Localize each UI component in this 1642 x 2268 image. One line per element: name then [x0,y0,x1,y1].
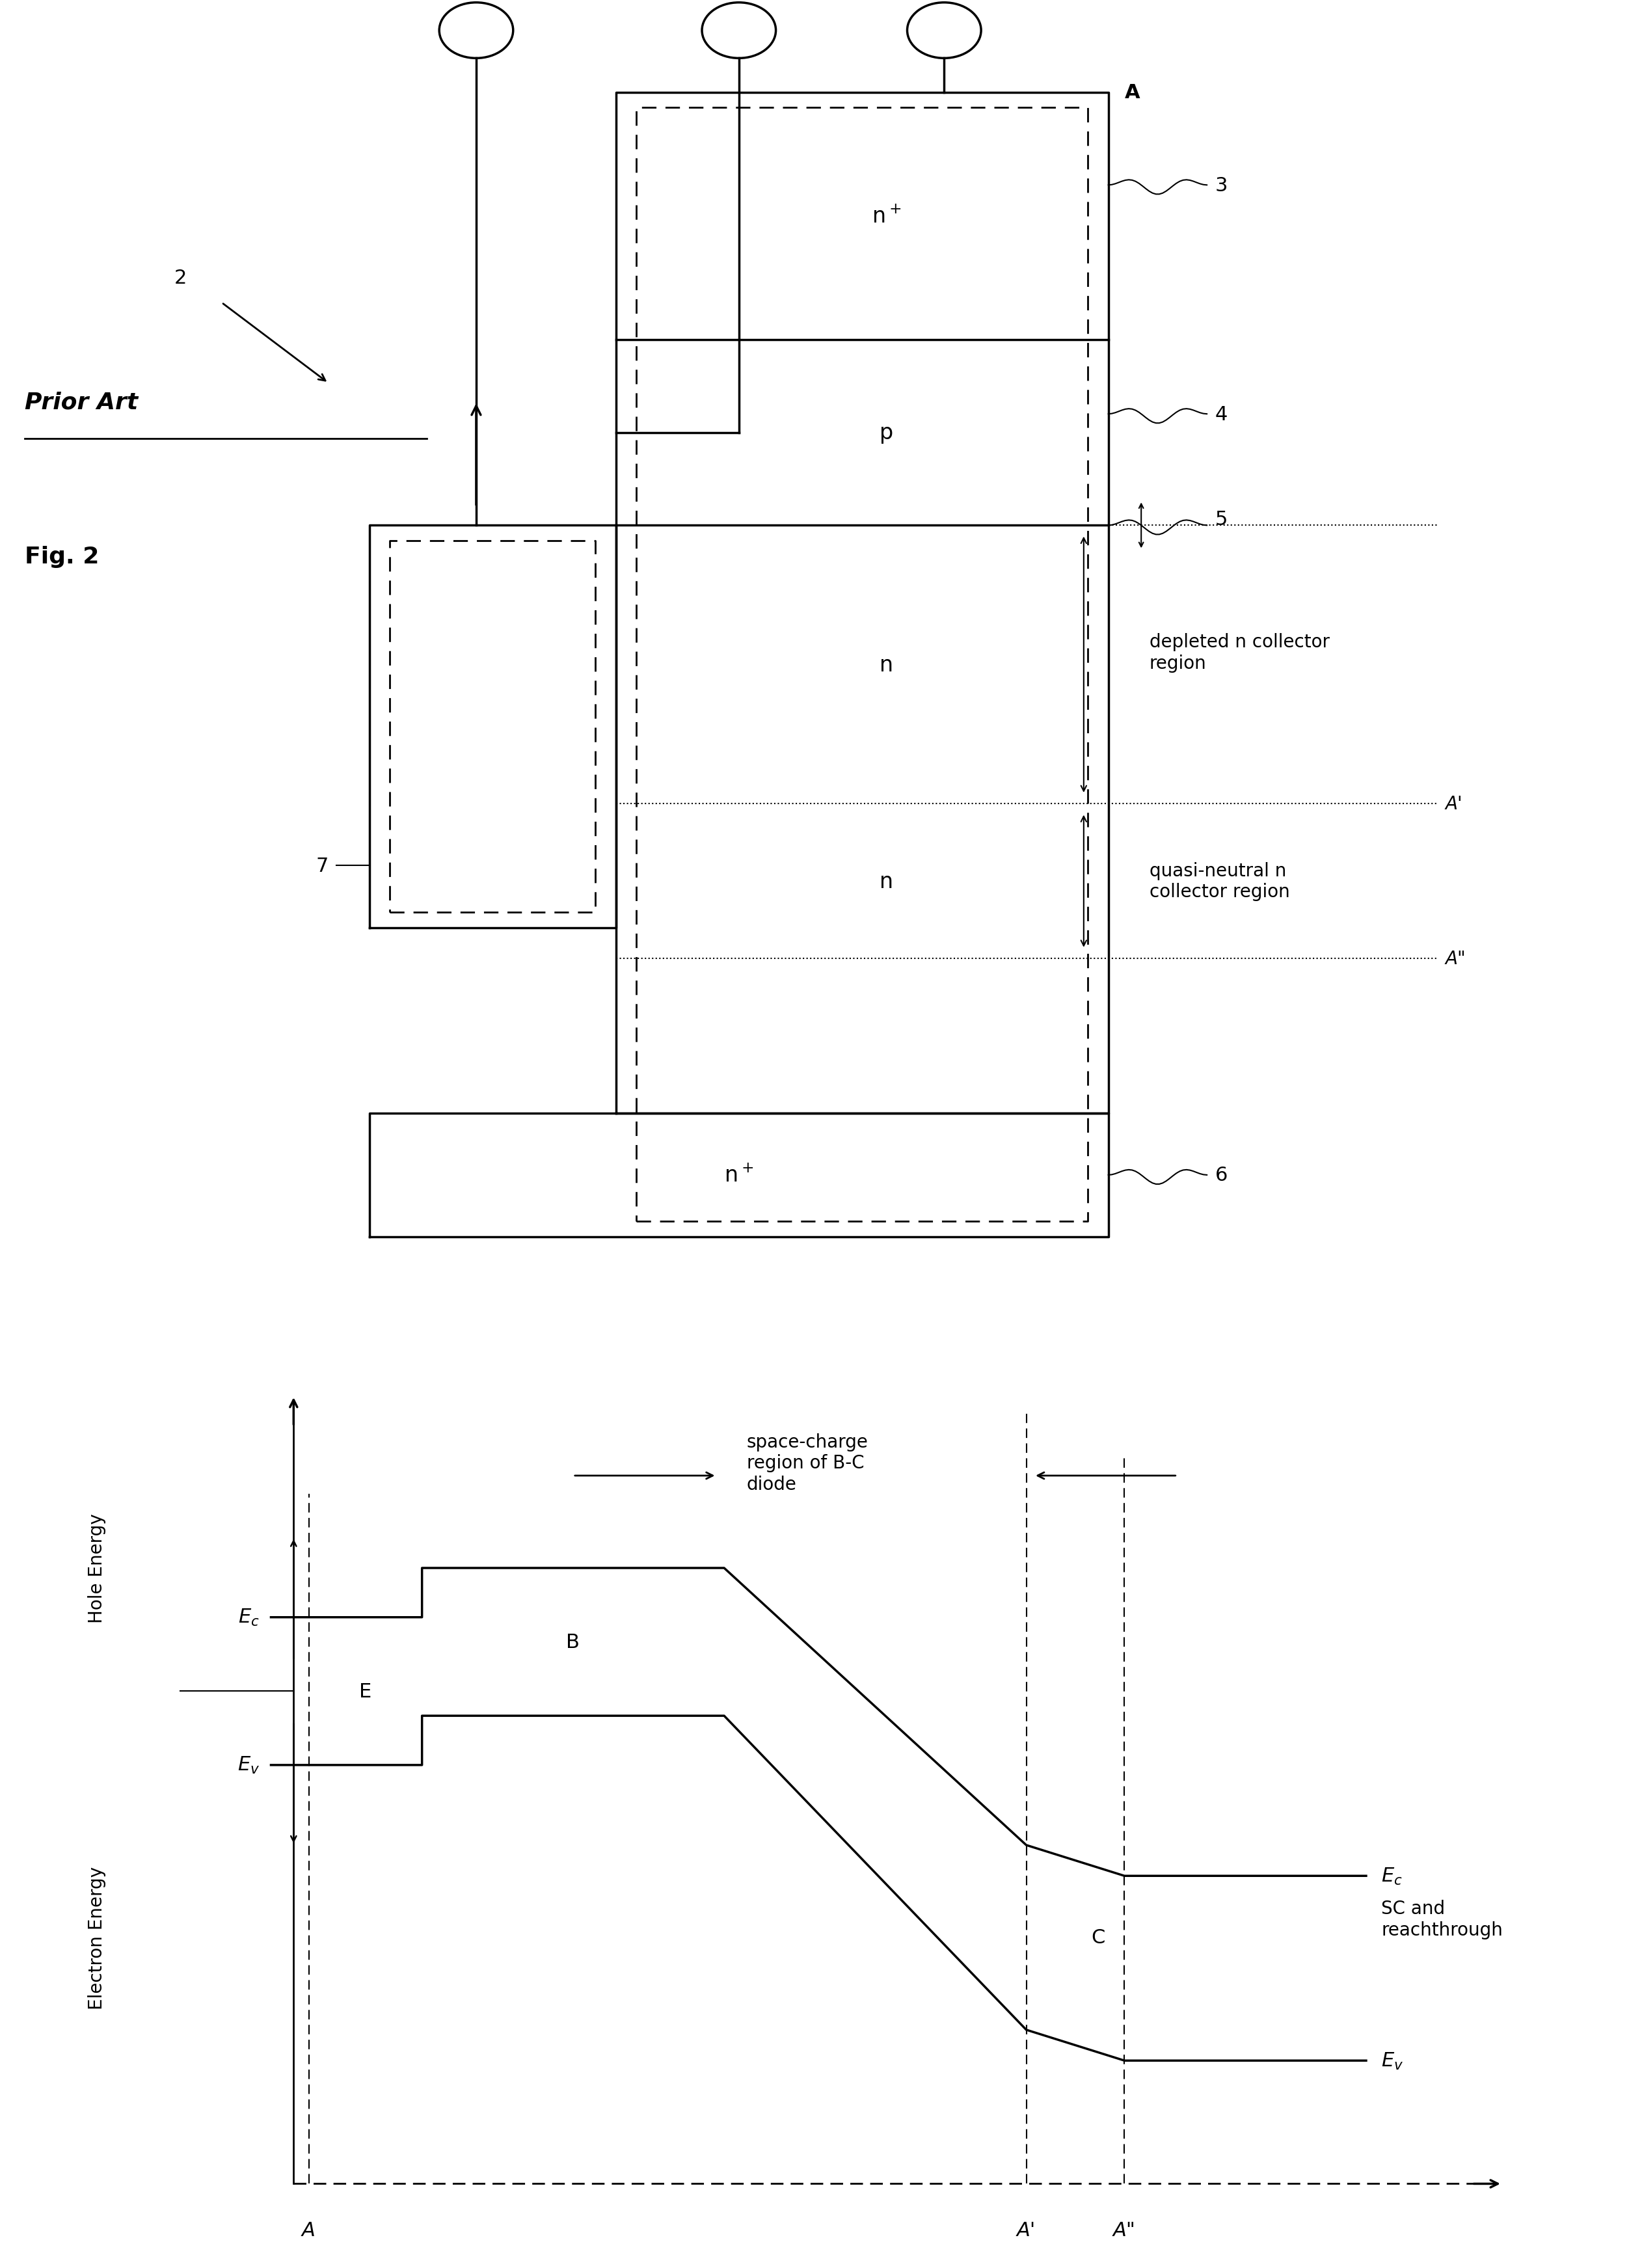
Text: $E_c$: $E_c$ [238,1608,259,1628]
Text: n: n [880,653,893,676]
Text: $E_v$: $E_v$ [238,1755,259,1776]
Text: quasi-neutral n
collector region: quasi-neutral n collector region [1149,862,1289,900]
Text: Fig. 2: Fig. 2 [25,547,99,567]
Text: $E_v$: $E_v$ [1381,2050,1404,2071]
Text: n: n [880,871,893,891]
Text: space-charge
region of B-C
diode: space-charge region of B-C diode [747,1433,869,1492]
Text: $E_c$: $E_c$ [1381,1867,1402,1887]
Text: E: E [360,1683,371,1701]
Text: Prior Art: Prior Art [25,390,138,413]
Text: Hole Energy: Hole Energy [89,1513,107,1624]
Text: A": A" [1445,950,1466,968]
Text: B: B [566,1633,580,1651]
Text: 4: 4 [1215,406,1228,424]
Text: p: p [880,422,893,445]
Text: n$^+$: n$^+$ [724,1163,754,1186]
Text: depleted n collector
region: depleted n collector region [1149,633,1330,671]
Text: 5: 5 [1215,510,1228,528]
Text: 3: 3 [1215,177,1228,195]
Text: n$^+$: n$^+$ [872,206,901,227]
Text: A': A' [1016,2220,1036,2239]
Text: SC and
reachthrough: SC and reachthrough [1381,1898,1502,1939]
Text: Electron Energy: Electron Energy [89,1867,107,2009]
Text: 7: 7 [315,857,328,875]
Text: A: A [302,2220,315,2239]
Text: 6: 6 [1215,1166,1228,1184]
Text: 2: 2 [174,270,187,288]
Text: C: C [1090,1928,1105,1946]
Text: A: A [1125,84,1140,102]
Text: A': A' [1445,796,1463,814]
Text: A": A" [1113,2220,1136,2239]
